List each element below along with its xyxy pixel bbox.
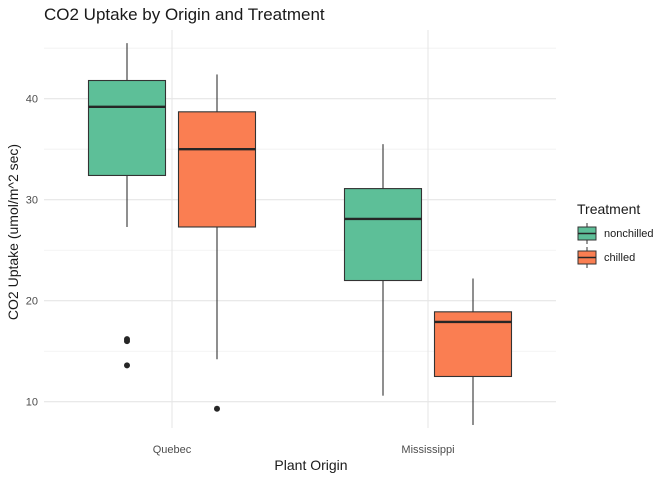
box-chilled-quebec xyxy=(177,74,257,412)
x-tick-label: Quebec xyxy=(153,444,192,456)
legend-item-nonchilled: nonchilled xyxy=(577,223,654,244)
box-nonchilled-quebec xyxy=(87,43,167,369)
x-tick-label: Mississippi xyxy=(401,444,454,456)
outlier-point xyxy=(124,362,130,369)
outlier-point xyxy=(124,336,130,343)
y-tick-label: 40 xyxy=(26,94,38,106)
y-axis-title: CO2 Uptake (umol/m^2 sec) xyxy=(5,144,21,320)
box-chilled-mississippi xyxy=(433,278,513,425)
chart-title: CO2 Uptake by Origin and Treatment xyxy=(44,5,325,24)
x-axis-title: Plant Origin xyxy=(274,457,347,473)
legend-items: nonchilled chilled xyxy=(577,223,654,268)
legend-label: chilled xyxy=(604,252,635,264)
legend: Treatment nonchilled chilled xyxy=(577,201,654,268)
y-tick-label: 30 xyxy=(26,195,38,207)
legend-label: nonchilled xyxy=(604,228,654,240)
outlier-point xyxy=(214,405,220,412)
tick-layer: 10 20 30 40 Quebec Mississippi xyxy=(26,94,455,456)
box-body xyxy=(343,188,423,282)
y-tick-label: 20 xyxy=(26,296,38,308)
legend-item-chilled: chilled xyxy=(577,247,635,268)
legend-title: Treatment xyxy=(577,201,640,217)
grid-layer xyxy=(44,30,556,428)
box-layer xyxy=(87,43,513,425)
y-tick-label: 10 xyxy=(26,397,38,409)
box-nonchilled-mississippi xyxy=(343,144,423,396)
box-body xyxy=(177,111,257,228)
box-body xyxy=(87,79,167,177)
